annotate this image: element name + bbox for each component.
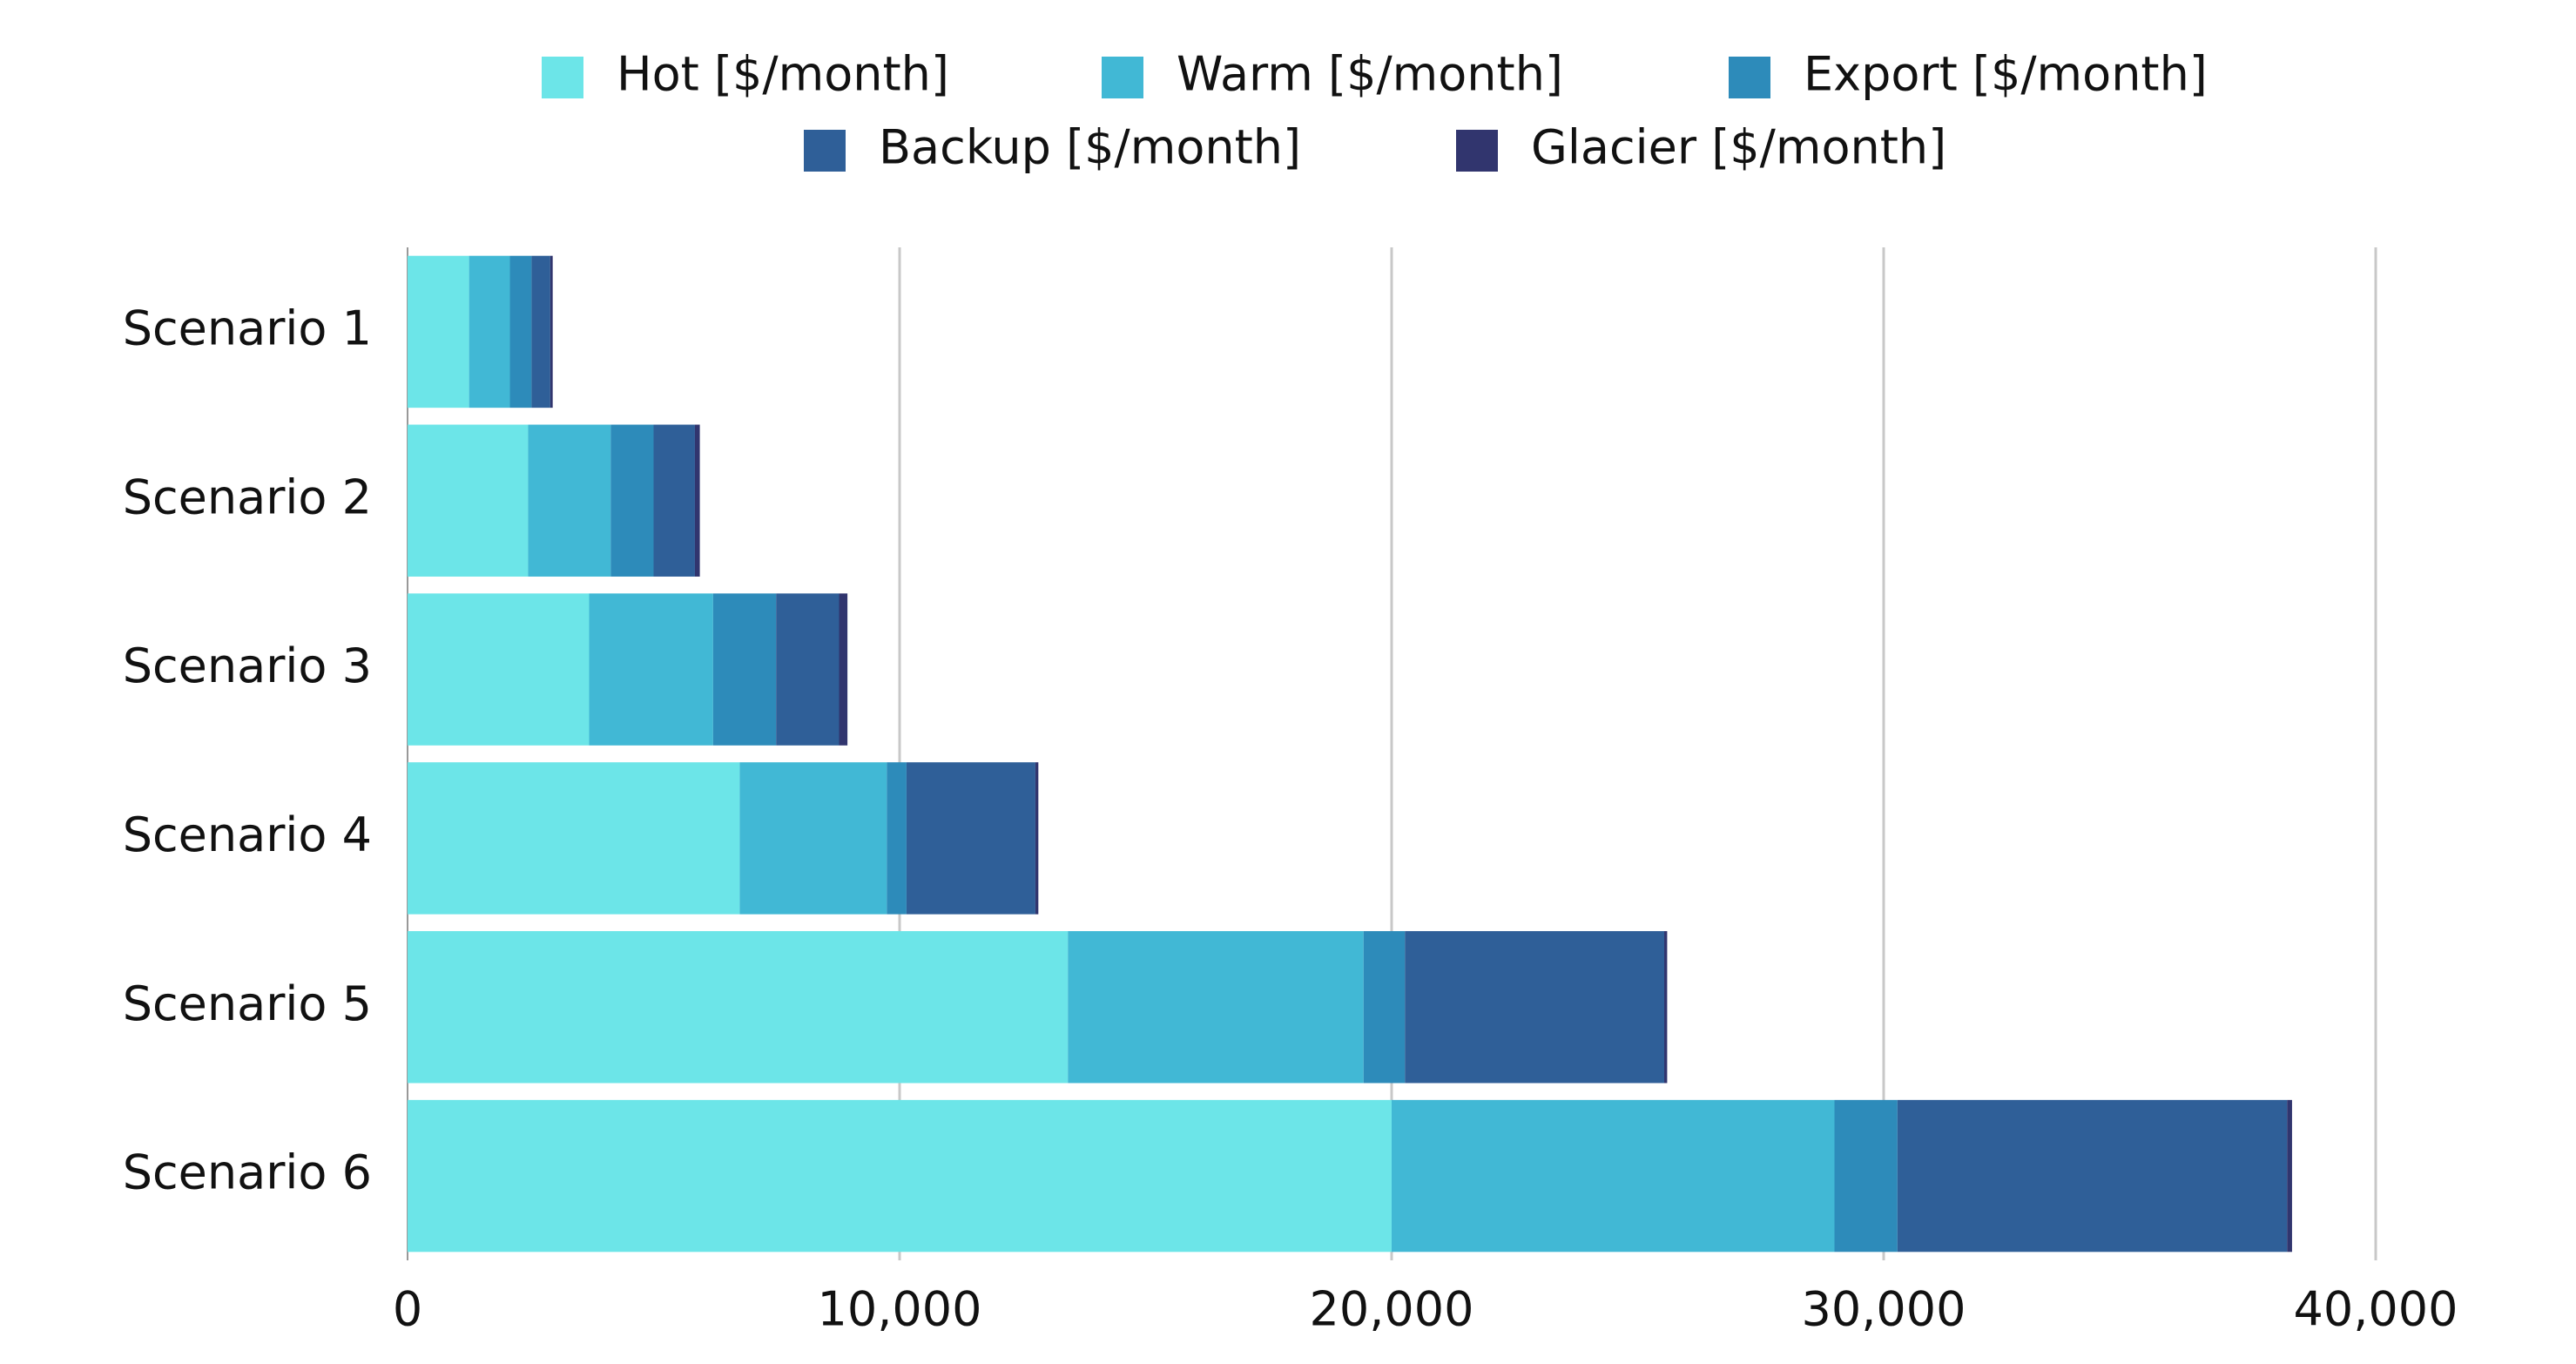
legend-swatch (1729, 57, 1770, 98)
bar-segment (531, 255, 550, 409)
bar-segment (528, 424, 611, 577)
legend-label: Glacier [$/month] (1531, 120, 1946, 175)
bar-segment (469, 255, 510, 409)
x-tick-label: 10,000 (818, 1282, 982, 1337)
bar-segment (1392, 1099, 1835, 1253)
bar-segment (887, 762, 907, 915)
bar-segment (1363, 931, 1406, 1084)
legend-label: Warm [$/month] (1177, 47, 1563, 102)
bar-segment (509, 255, 532, 409)
bar-segment (1068, 931, 1364, 1084)
bar-segment (906, 762, 1035, 915)
bar-segment (739, 762, 887, 915)
legend-swatch (542, 57, 583, 98)
bar-segment (839, 593, 848, 746)
legend-label: Export [$/month] (1804, 47, 2208, 102)
bar-segment (776, 593, 840, 746)
x-tick-label: 30,000 (1802, 1282, 1966, 1337)
legend-swatch (1102, 57, 1143, 98)
bar-segment (408, 762, 740, 915)
y-tick-label: Scenario 2 (123, 469, 372, 524)
bar-segment (408, 931, 1069, 1084)
y-tick-label: Scenario 5 (123, 976, 372, 1031)
bar-segment (694, 424, 700, 577)
legend-swatch (1456, 130, 1498, 172)
bar-segment (2287, 1099, 2292, 1253)
bar-segment (589, 593, 713, 746)
bar-segment (1834, 1099, 1898, 1253)
bar-segment (1897, 1099, 2288, 1253)
y-tick-label: Scenario 6 (123, 1145, 372, 1200)
bar-segment (408, 255, 469, 409)
x-tick-label: 20,000 (1310, 1282, 1474, 1337)
bar-segment (408, 1099, 1392, 1253)
bar-segment (1405, 931, 1665, 1084)
y-tick-label: Scenario 3 (123, 638, 372, 693)
y-tick-label: Scenario 1 (123, 301, 372, 356)
bar-segment (1664, 931, 1668, 1084)
bar-segment (1035, 762, 1039, 915)
bar-segment (712, 593, 777, 746)
legend-label: Hot [$/month] (617, 47, 949, 102)
bar-segment (653, 424, 695, 577)
bar-segment (550, 255, 553, 409)
x-tick-label: 0 (393, 1282, 422, 1337)
bar-segment (610, 424, 654, 577)
x-tick-label: 40,000 (2294, 1282, 2458, 1337)
legend-swatch (804, 130, 846, 172)
y-tick-label: Scenario 4 (123, 807, 372, 862)
bar-segment (408, 424, 529, 577)
legend-label: Backup [$/month] (879, 120, 1301, 175)
bar-segment (408, 593, 590, 746)
